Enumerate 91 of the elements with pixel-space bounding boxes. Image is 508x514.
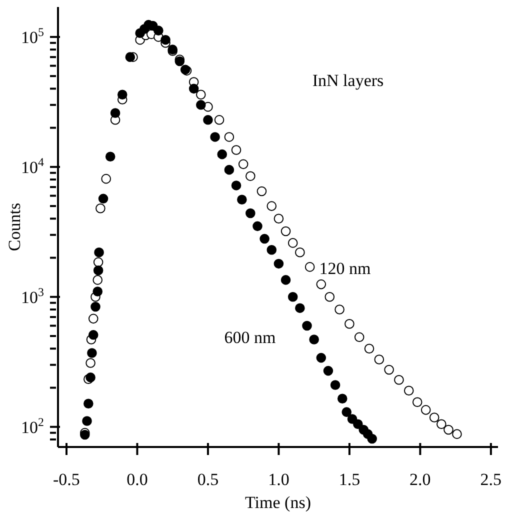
point (82, 416, 92, 426)
y-tick-label: 10$^{4}$ (21, 154, 44, 177)
point (96, 203, 106, 214)
point (420, 405, 431, 415)
point (436, 419, 446, 430)
point (295, 303, 305, 313)
point (354, 332, 364, 342)
y-tick-label: 10$^{3}$ (21, 284, 44, 307)
point (87, 348, 97, 358)
point (237, 194, 247, 205)
point (88, 314, 98, 324)
point (238, 159, 248, 170)
point (266, 244, 277, 255)
point (203, 115, 213, 125)
point (110, 108, 120, 118)
point (288, 292, 298, 302)
point (429, 412, 440, 422)
annotation: InN layers (312, 71, 384, 90)
point (337, 394, 348, 404)
point (444, 424, 454, 435)
point (274, 214, 284, 224)
point (214, 115, 224, 125)
point (404, 386, 414, 396)
point (210, 132, 220, 142)
point (217, 149, 228, 160)
point (256, 186, 267, 196)
y-tick-label: 10$^{2}$ (21, 414, 44, 437)
point (196, 90, 206, 100)
x-tick-label: 1.5 (338, 470, 360, 489)
point (92, 286, 103, 296)
point (334, 304, 344, 314)
annotation: 120 nm (319, 259, 371, 278)
point (98, 194, 108, 204)
point (196, 100, 206, 110)
x-tick-label: 1.0 (268, 470, 290, 489)
point (266, 201, 277, 211)
point (101, 174, 112, 184)
point (92, 275, 103, 285)
point (93, 265, 104, 276)
point (374, 354, 384, 364)
point (274, 258, 284, 269)
point (384, 364, 394, 375)
point (330, 380, 340, 390)
point (125, 52, 136, 62)
point (246, 208, 256, 218)
point (86, 358, 96, 368)
point (154, 26, 164, 36)
point (188, 84, 199, 94)
point (231, 180, 242, 190)
point (260, 234, 270, 244)
point (316, 352, 326, 363)
point (353, 419, 363, 430)
point (160, 34, 170, 45)
point (342, 407, 352, 417)
point (316, 279, 326, 290)
point (367, 434, 377, 444)
point (394, 374, 404, 385)
annotation: 600 nm (224, 328, 276, 347)
point (84, 398, 94, 409)
point (280, 275, 291, 285)
point (344, 318, 354, 329)
x-tick-label: 2.5 (480, 470, 502, 489)
x-axis-title: Time (ns) (245, 493, 311, 512)
point (252, 221, 262, 232)
point (224, 164, 234, 175)
x-tick-label: 2.0 (410, 470, 431, 489)
x-tick-label: -0.5 (53, 470, 80, 489)
x-tick-label: 0.5 (197, 470, 219, 489)
point (280, 226, 291, 236)
point (231, 145, 242, 155)
point (452, 429, 462, 439)
point (246, 171, 256, 181)
point (302, 320, 312, 331)
point (309, 334, 319, 344)
point (324, 292, 335, 302)
point (90, 302, 100, 312)
point (93, 257, 104, 268)
point (295, 247, 305, 258)
point (117, 90, 128, 100)
point (323, 366, 334, 376)
point (224, 132, 234, 142)
point (364, 344, 374, 354)
x-tick-label: 0.0 (126, 470, 148, 489)
y-tick-label: 10$^{5}$ (21, 24, 44, 47)
point (105, 152, 116, 162)
point (94, 247, 104, 258)
point (288, 238, 298, 248)
y-axis-title: Counts (5, 202, 24, 252)
point (88, 330, 98, 340)
point (304, 262, 315, 272)
point (412, 397, 422, 408)
